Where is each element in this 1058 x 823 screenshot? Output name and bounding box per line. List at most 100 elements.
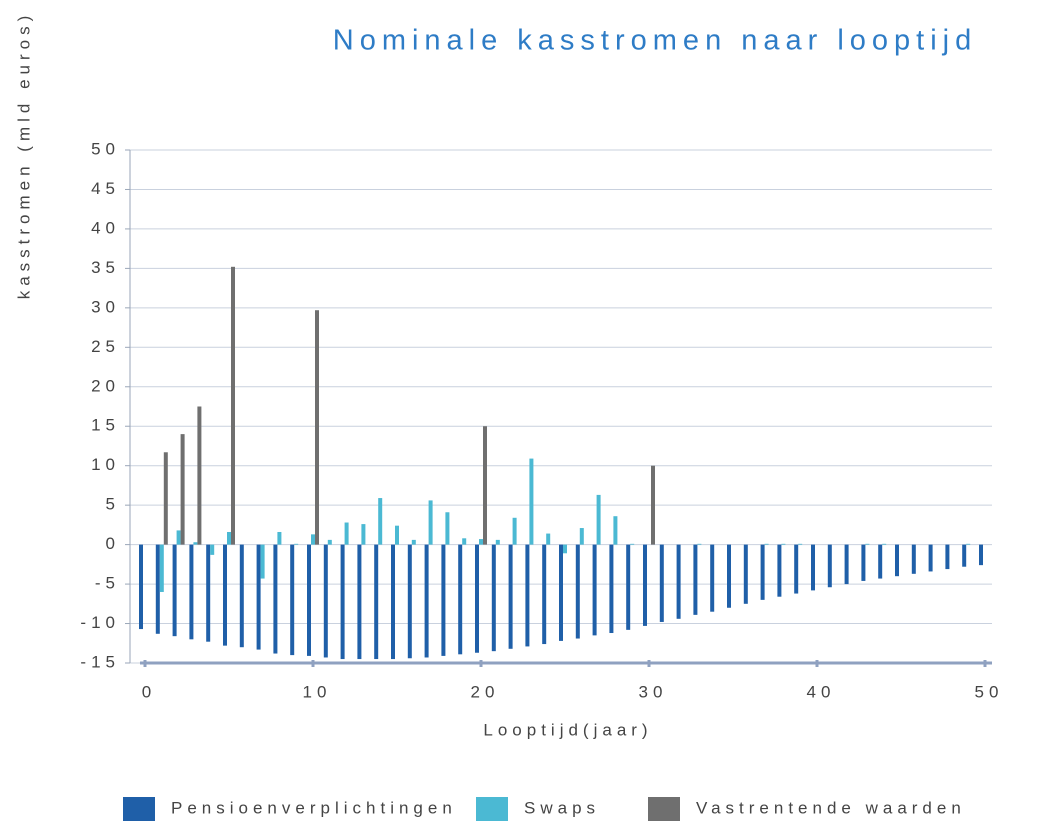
bar [311, 534, 315, 545]
x-tick-label: 50 [975, 682, 1004, 701]
bar [223, 544, 227, 646]
y-tick-label: 50 [91, 139, 120, 158]
x-tick-label: 40 [807, 682, 836, 701]
bar [811, 544, 815, 591]
bar [273, 544, 278, 654]
bar [256, 544, 261, 650]
bar [575, 544, 580, 639]
bar [323, 544, 328, 658]
bar [966, 543, 971, 545]
bar [172, 544, 177, 637]
bar [508, 544, 513, 649]
bar [693, 544, 698, 615]
bar [239, 544, 244, 648]
bar [483, 426, 487, 545]
bar [928, 544, 933, 572]
bar [424, 544, 429, 658]
bar [197, 406, 202, 545]
bar [630, 543, 635, 545]
bar [163, 452, 168, 545]
bar [260, 544, 265, 579]
bar [344, 522, 349, 545]
y-tick-label: 5 [106, 495, 120, 514]
bar [710, 544, 715, 612]
bar [861, 544, 866, 581]
bar [441, 544, 446, 656]
y-tick-label: 40 [91, 218, 120, 237]
x-tick-label: 0 [142, 682, 156, 701]
bar [764, 543, 769, 545]
y-tick-label: 10 [91, 455, 120, 474]
bar [697, 543, 702, 545]
bar [462, 538, 467, 545]
bar [294, 543, 299, 545]
y-tick-label: -5 [95, 574, 120, 593]
bar [407, 544, 412, 659]
bar [189, 544, 194, 640]
bar [878, 544, 883, 579]
bar [651, 465, 655, 545]
bar [458, 544, 463, 655]
bar [794, 544, 799, 594]
bar [781, 543, 786, 545]
bar [609, 544, 614, 634]
y-tick-label: 0 [106, 534, 120, 553]
bar [361, 524, 366, 545]
bar [777, 544, 782, 597]
bar [428, 500, 433, 545]
bar [206, 544, 211, 642]
bar [445, 512, 450, 545]
bar [227, 531, 231, 545]
bar [374, 544, 379, 660]
bar [743, 544, 748, 604]
bar [159, 544, 164, 592]
bar [559, 544, 563, 641]
bar [596, 494, 601, 545]
bar [579, 528, 584, 545]
bar [727, 544, 731, 608]
y-tick-label: -10 [80, 613, 120, 632]
bar [307, 544, 311, 656]
y-tick-label: 15 [91, 416, 120, 435]
legend-swatch [476, 797, 508, 821]
y-tick-label: 35 [91, 258, 120, 277]
bar [378, 498, 383, 545]
legend-swatch [123, 797, 155, 821]
bar [495, 539, 500, 545]
bar [512, 517, 517, 545]
bar [760, 544, 765, 600]
x-tick-label: 20 [471, 682, 500, 701]
bar [193, 542, 198, 545]
bar [525, 544, 530, 647]
legend-label: Swaps [524, 798, 600, 817]
bar [529, 458, 534, 545]
bar [865, 543, 870, 545]
bar [231, 266, 235, 545]
legend-label: Vastrentende waarden [696, 798, 966, 817]
bar [962, 544, 967, 567]
bar [479, 539, 483, 545]
bar [542, 544, 547, 645]
bar [979, 544, 983, 566]
x-axis-label: Looptijd(jaar) [483, 720, 652, 739]
legend-swatch [648, 797, 680, 821]
bar [315, 310, 319, 545]
x-tick-label: 10 [303, 682, 332, 701]
bar [475, 544, 479, 653]
legend-label: Pensioenverplichtingen [171, 798, 457, 817]
bar [491, 544, 496, 652]
y-tick-label: 30 [91, 297, 120, 316]
bar [327, 539, 332, 545]
bar [911, 544, 916, 574]
bar [643, 544, 647, 626]
bar [676, 544, 681, 619]
bar [613, 516, 618, 545]
bar [798, 543, 803, 545]
bar [895, 544, 899, 577]
bar [827, 544, 832, 588]
y-tick-label: 45 [91, 179, 120, 198]
bar [411, 539, 416, 545]
bar [844, 544, 849, 585]
bar [357, 544, 362, 660]
bar [290, 544, 295, 656]
